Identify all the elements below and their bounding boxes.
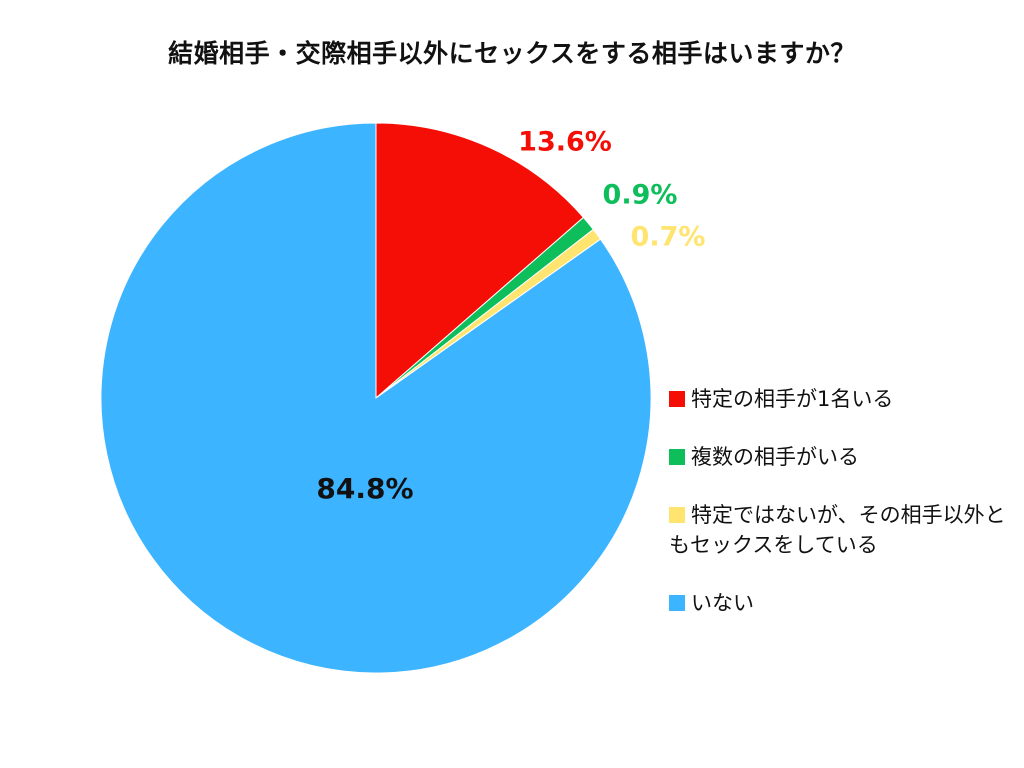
pie-slices	[100, 122, 652, 674]
pie-value-labels: 13.6% 0.9% 0.7% 84.8%	[316, 127, 705, 506]
legend-label: いない	[691, 591, 754, 615]
legend-label: 複数の相手がいる	[691, 445, 859, 469]
slice-value-label-2: 0.7%	[631, 222, 706, 253]
legend: 特定の相手が1名いる 複数の相手がいる 特定ではないが、その相手以外ともセックス…	[669, 384, 1019, 646]
legend-item-multiple: 複数の相手がいる	[669, 442, 1019, 472]
legend-label: 特定の相手が1名いる	[691, 387, 894, 411]
pie-slice-0	[375, 122, 585, 400]
legend-item-specific-one: 特定の相手が1名いる	[669, 384, 1019, 414]
chart-title: 結婚相手・交際相手以外にセックスをする相手はいますか？	[168, 39, 856, 68]
slice-value-label-3: 84.8%	[316, 472, 413, 505]
pie-slice-3	[100, 122, 652, 674]
slice-value-label-0: 13.6%	[518, 127, 612, 158]
legend-swatch	[669, 595, 685, 611]
legend-label: 特定ではないが、その相手以外ともセックスをしている	[669, 503, 1006, 557]
legend-swatch	[669, 449, 685, 465]
legend-swatch	[669, 507, 685, 523]
legend-swatch	[669, 391, 685, 407]
legend-item-none: いない	[669, 588, 1019, 618]
legend-item-non-specific: 特定ではないが、その相手以外ともセックスをしている	[669, 500, 1019, 560]
slice-value-label-1: 0.9%	[603, 180, 678, 211]
